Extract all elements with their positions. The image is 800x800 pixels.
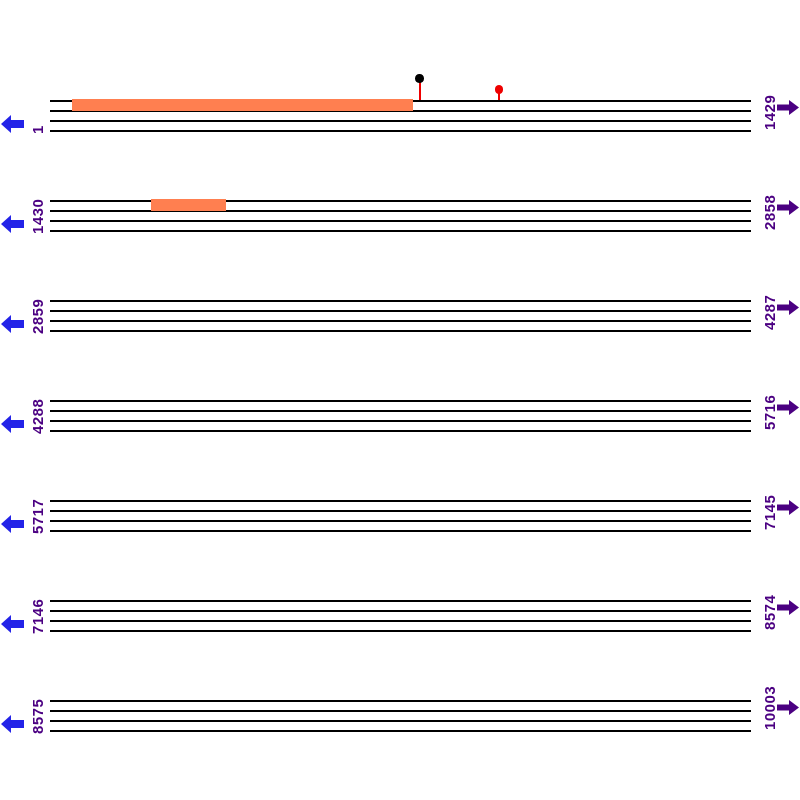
marker-pin-head	[494, 85, 504, 94]
right-arrow-icon[interactable]	[777, 200, 799, 215]
right-arrow-icon[interactable]	[777, 100, 799, 115]
row-start-coordinate: 8575	[30, 698, 47, 734]
sequence-line	[50, 610, 751, 612]
feature-bar	[151, 199, 226, 211]
left-arrow-icon[interactable]	[1, 515, 24, 533]
left-arrow-icon[interactable]	[1, 615, 24, 633]
sequence-line	[50, 200, 751, 202]
sequence-line	[50, 400, 751, 402]
row-start-coordinate: 1	[30, 125, 47, 134]
sequence-line	[50, 410, 751, 412]
right-arrow-icon[interactable]	[777, 300, 799, 315]
feature-bar	[72, 99, 413, 111]
row-start-coordinate: 2859	[30, 298, 47, 334]
left-arrow-icon[interactable]	[1, 315, 24, 333]
left-arrow-icon[interactable]	[1, 115, 24, 133]
sequence-line	[50, 700, 751, 702]
sequence-line	[50, 710, 751, 712]
marker-pin-head	[415, 74, 424, 83]
sequence-line	[50, 600, 751, 602]
sequence-line	[50, 130, 751, 132]
row-end-coordinate: 10003	[762, 685, 779, 730]
row-start-coordinate: 7146	[30, 598, 47, 634]
row-end-coordinate: 4287	[762, 294, 779, 330]
sequence-line	[50, 420, 751, 422]
right-arrow-icon[interactable]	[777, 700, 799, 715]
sequence-line	[50, 510, 751, 512]
sequence-line	[50, 720, 751, 722]
marker-pin-stem	[498, 89, 500, 100]
left-arrow-icon[interactable]	[1, 715, 24, 733]
sequence-line	[50, 520, 751, 522]
right-arrow-icon[interactable]	[777, 500, 799, 515]
sequence-line	[50, 330, 751, 332]
row-start-coordinate: 1430	[30, 198, 47, 234]
row-start-coordinate: 5717	[30, 498, 47, 534]
row-end-coordinate: 7145	[762, 494, 779, 530]
right-arrow-icon[interactable]	[777, 600, 799, 615]
sequence-line	[50, 120, 751, 122]
sequence-line	[50, 730, 751, 732]
sequence-line	[50, 220, 751, 222]
marker-pin-stem	[418, 78, 421, 100]
sequence-line	[50, 500, 751, 502]
sequence-line	[50, 620, 751, 622]
left-arrow-icon[interactable]	[1, 215, 24, 233]
row-end-coordinate: 8574	[762, 594, 779, 630]
row-end-coordinate: 2858	[762, 194, 779, 230]
sequence-line	[50, 430, 751, 432]
left-arrow-icon[interactable]	[1, 415, 24, 433]
row-end-coordinate: 1429	[762, 94, 779, 130]
sequence-line	[50, 210, 751, 212]
sequence-line	[50, 300, 751, 302]
row-start-coordinate: 4288	[30, 398, 47, 434]
sequence-line	[50, 310, 751, 312]
sequence-line	[50, 320, 751, 322]
sequence-line	[50, 230, 751, 232]
sequence-line	[50, 530, 751, 532]
sequence-line	[50, 630, 751, 632]
right-arrow-icon[interactable]	[777, 400, 799, 415]
row-end-coordinate: 5716	[762, 394, 779, 430]
